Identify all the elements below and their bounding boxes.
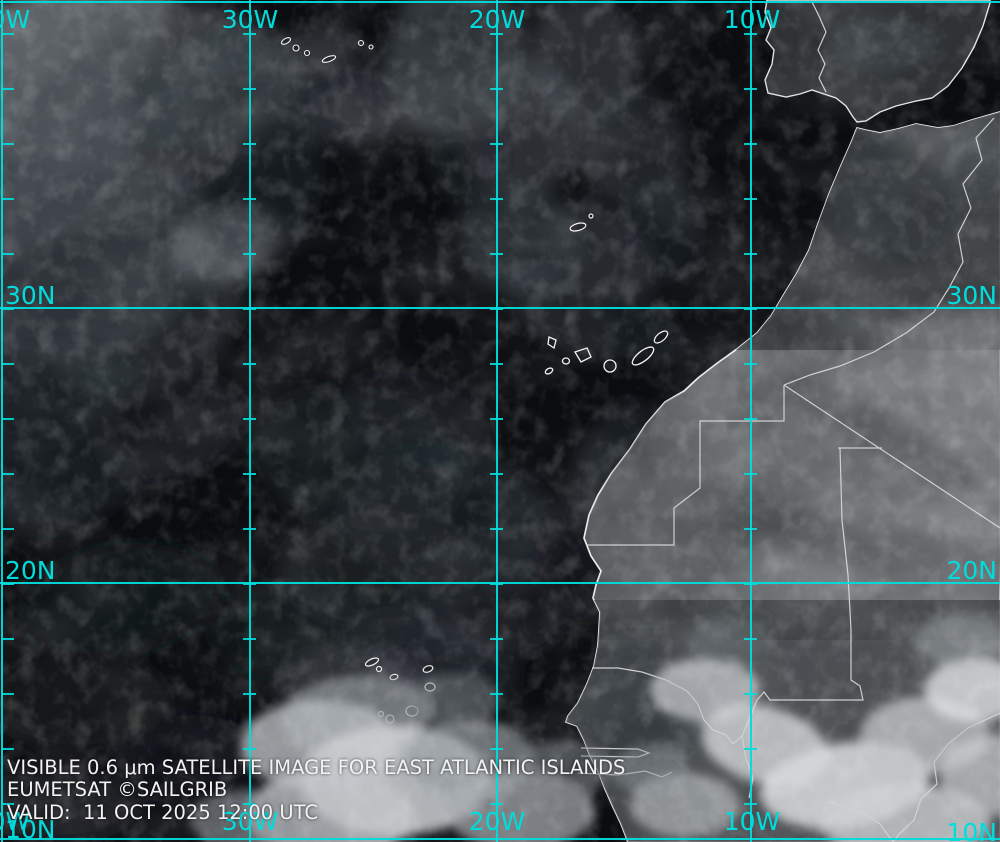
label-20n-right: 20N [946, 556, 997, 585]
label-10w-top: 10W [723, 5, 781, 34]
label-30n-left: 30N [5, 281, 56, 310]
caption-line-1: VISIBLE 0.6 μm SATELLITE IMAGE FOR EAST … [7, 756, 626, 779]
meridian-ticks-10w [744, 33, 757, 842]
meridian-ticks-20w [490, 33, 503, 842]
label-30n-right: 30N [946, 281, 997, 310]
label-20w-bottom: 20W [468, 807, 526, 836]
caption-line-2: EUMETSAT ©SAILGRIB [7, 778, 228, 801]
parallel-line-40n [0, 1, 1000, 3]
label-10n-right: 10N [946, 818, 997, 842]
label-30w-top: 30W [221, 5, 279, 34]
label-40w-bottom: 40W [0, 807, 31, 836]
label-10w-bottom: 10W [723, 807, 781, 836]
label-20w-top: 20W [468, 5, 526, 34]
label-20n-left: 20N [5, 556, 56, 585]
label-40w-top: 40W [0, 5, 31, 34]
label-10n-left: 10N [5, 815, 56, 842]
meridian-ticks-30w [243, 33, 256, 842]
label-30w-bottom: 30W [221, 807, 279, 836]
meridian-ticks-40w [1, 33, 14, 842]
caption-line-3: VALID: 11 OCT 2025 12:00 UTC [7, 801, 318, 824]
